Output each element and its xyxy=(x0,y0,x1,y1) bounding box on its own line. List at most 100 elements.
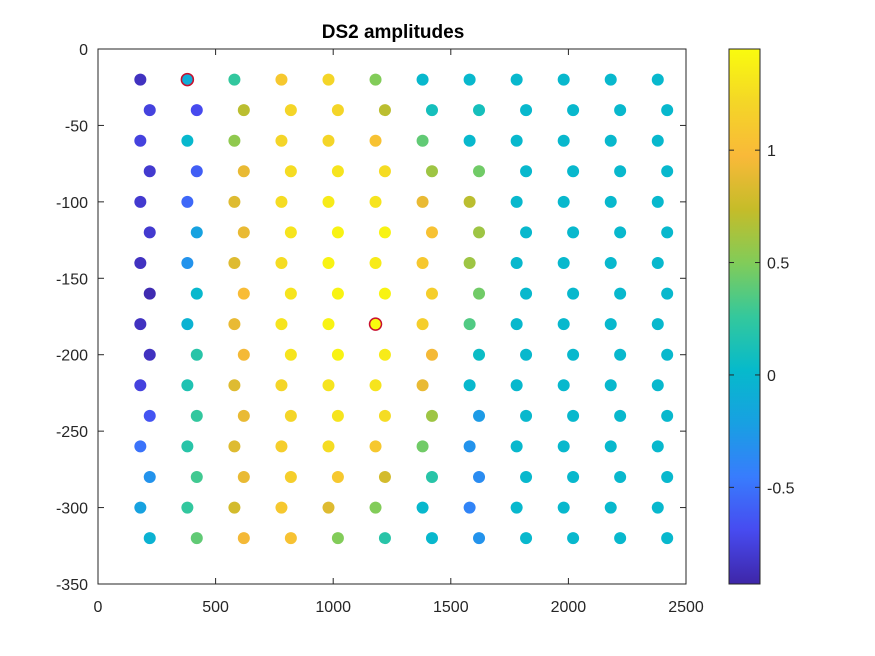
data-point xyxy=(557,318,570,331)
data-point xyxy=(463,195,476,208)
data-point xyxy=(604,73,617,86)
data-point xyxy=(228,195,241,208)
data-point xyxy=(473,165,486,178)
y-tick-label: -150 xyxy=(56,271,88,288)
data-point xyxy=(510,440,523,453)
data-point xyxy=(322,318,335,331)
data-point xyxy=(378,532,391,545)
colorbar xyxy=(728,48,761,585)
data-point xyxy=(651,195,664,208)
x-axis: 0 500 1000 1500 2000 2500 xyxy=(94,49,704,616)
data-point xyxy=(237,471,250,483)
data-point xyxy=(284,532,297,545)
data-point xyxy=(228,73,241,86)
data-point xyxy=(661,409,674,422)
data-point xyxy=(567,532,580,545)
data-point xyxy=(567,287,580,300)
data-point xyxy=(614,471,627,483)
data-point xyxy=(134,73,147,86)
x-tick-label: 1000 xyxy=(315,599,351,616)
data-point xyxy=(331,165,344,178)
data-point xyxy=(322,195,335,208)
data-point xyxy=(190,287,203,300)
data-point xyxy=(331,409,344,422)
data-point xyxy=(134,134,147,147)
data-point xyxy=(520,287,533,300)
data-point xyxy=(557,195,570,208)
data-point xyxy=(228,257,241,269)
data-point xyxy=(520,409,533,422)
data-point xyxy=(143,348,156,361)
y-axis: 0 -50 -100 -150 -200 -250 -300 -350 xyxy=(56,42,686,594)
data-point xyxy=(557,134,570,147)
data-point xyxy=(369,257,382,269)
data-point xyxy=(614,226,627,239)
data-point xyxy=(237,532,250,545)
data-point xyxy=(228,440,241,453)
data-point xyxy=(143,104,156,117)
data-point xyxy=(614,348,627,361)
data-point xyxy=(463,73,476,86)
data-point xyxy=(614,165,627,178)
data-point xyxy=(275,440,288,453)
data-point xyxy=(661,348,674,361)
data-point xyxy=(275,501,288,514)
data-point xyxy=(416,195,429,208)
data-point xyxy=(134,257,147,269)
data-point xyxy=(463,257,476,269)
data-point xyxy=(425,409,438,422)
data-point xyxy=(378,104,391,117)
data-point xyxy=(181,501,194,514)
data-point xyxy=(190,165,203,178)
data-point xyxy=(567,104,580,117)
data-point xyxy=(190,348,203,361)
data-point xyxy=(604,134,617,147)
data-point xyxy=(331,532,344,545)
data-point xyxy=(378,471,391,483)
data-point xyxy=(463,134,476,147)
data-point xyxy=(651,134,664,147)
data-point xyxy=(143,287,156,300)
data-point xyxy=(331,348,344,361)
data-point xyxy=(661,226,674,239)
x-tick-label: 500 xyxy=(202,599,229,616)
data-point xyxy=(473,287,486,300)
data-point xyxy=(322,440,335,453)
data-point xyxy=(134,501,147,514)
x-tick-label: 1500 xyxy=(433,599,469,616)
data-point xyxy=(473,104,486,117)
data-point xyxy=(463,501,476,514)
data-point xyxy=(331,287,344,300)
data-point xyxy=(134,318,147,331)
data-point xyxy=(661,165,674,178)
data-point xyxy=(322,379,335,392)
data-point xyxy=(604,501,617,514)
data-point xyxy=(557,73,570,86)
data-point xyxy=(416,73,429,86)
data-point xyxy=(425,104,438,117)
data-point xyxy=(322,73,335,86)
data-point xyxy=(284,287,297,300)
data-point xyxy=(190,104,203,117)
data-point xyxy=(520,104,533,117)
colorbar-tick-label: 0.5 xyxy=(767,256,789,273)
data-point xyxy=(275,379,288,392)
data-point xyxy=(190,532,203,545)
data-point xyxy=(143,471,156,483)
data-point xyxy=(614,104,627,117)
data-point xyxy=(322,257,335,269)
y-tick-label: -100 xyxy=(56,195,88,212)
data-point xyxy=(284,348,297,361)
data-point xyxy=(661,532,674,545)
data-point xyxy=(567,348,580,361)
data-point xyxy=(275,195,288,208)
data-point xyxy=(557,257,570,269)
highlighted-data-point xyxy=(180,72,195,87)
data-point xyxy=(425,226,438,239)
data-point xyxy=(143,226,156,239)
data-point xyxy=(228,134,241,147)
data-point xyxy=(181,134,194,147)
data-point xyxy=(463,440,476,453)
data-point xyxy=(416,440,429,453)
data-point xyxy=(378,409,391,422)
